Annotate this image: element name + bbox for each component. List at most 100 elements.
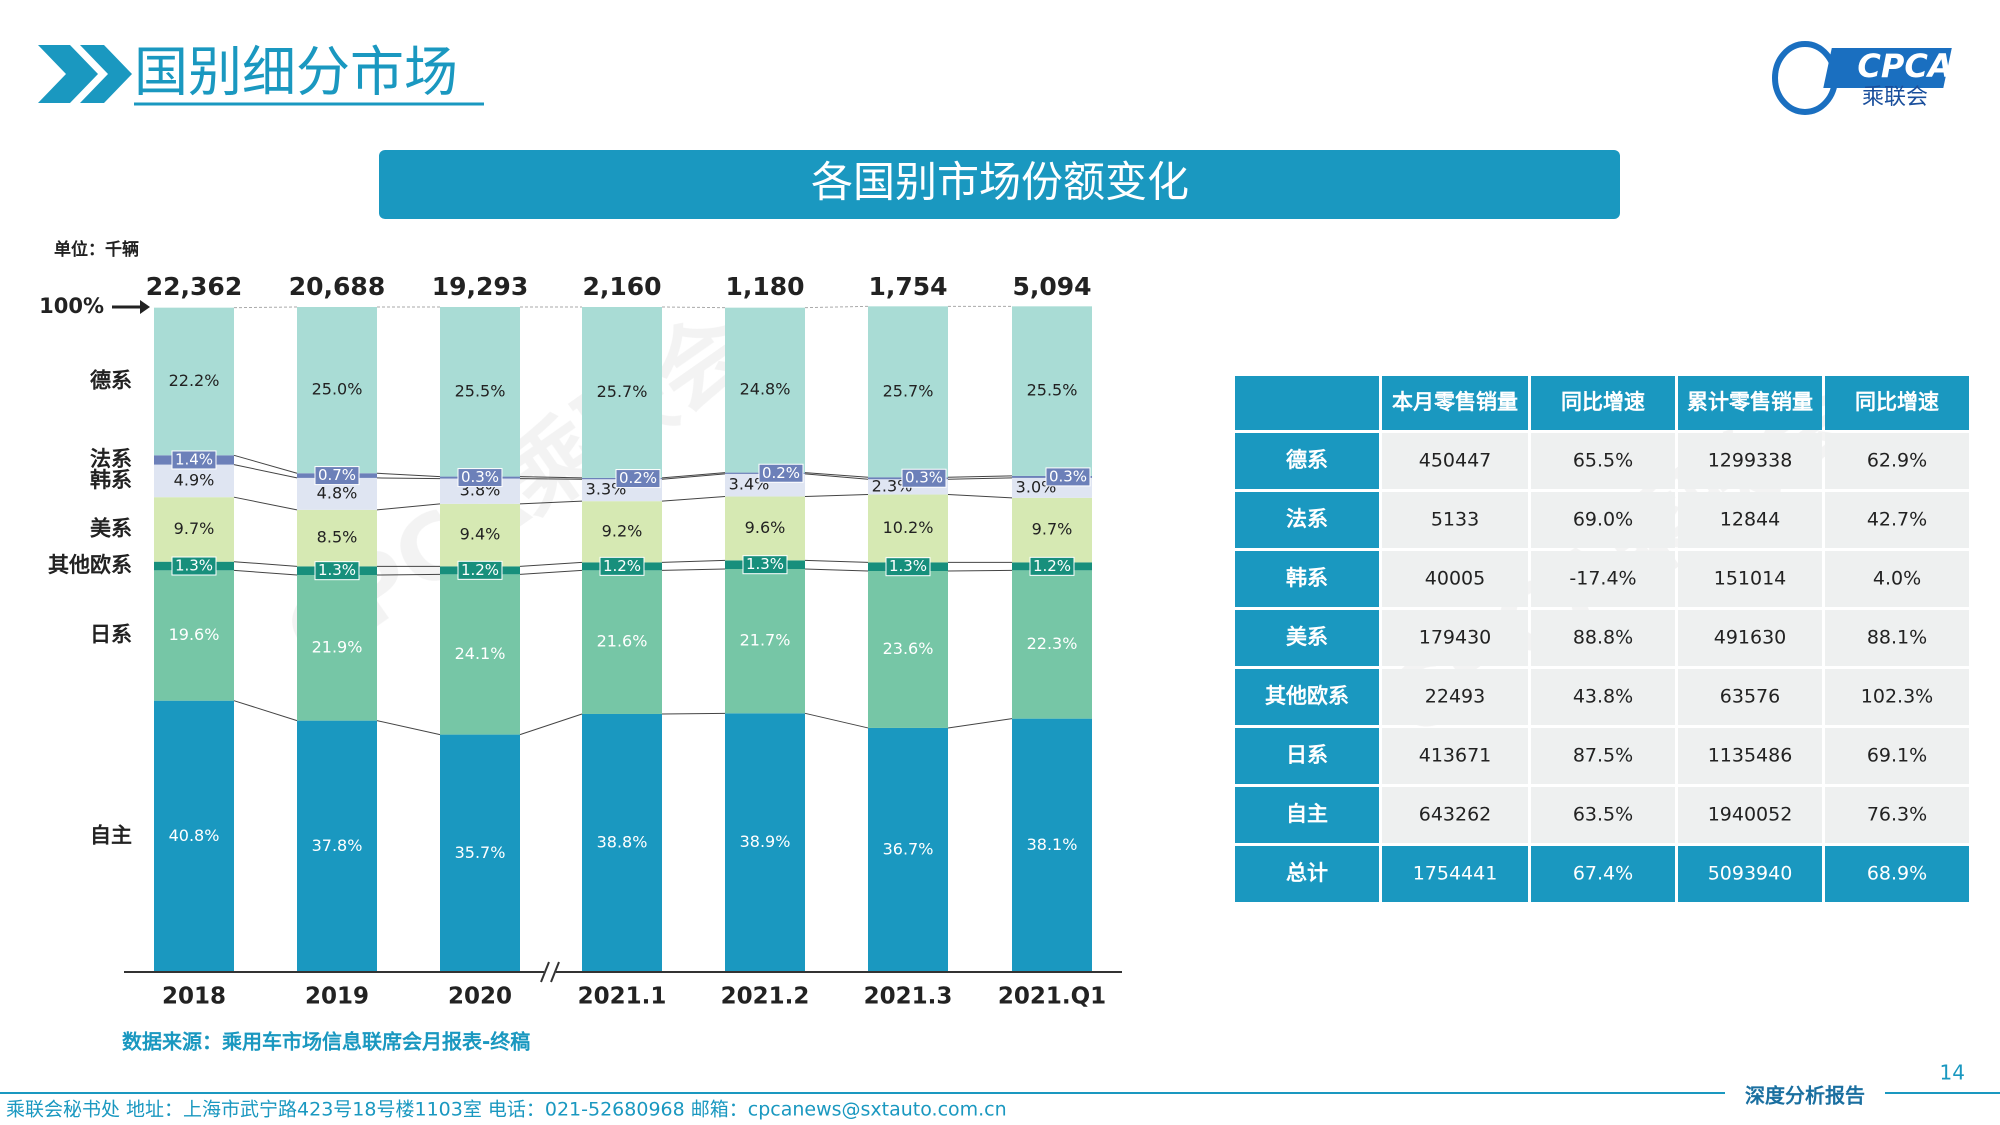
- connector: [233, 561, 298, 567]
- table-cell-text: 151014: [1714, 568, 1787, 590]
- table-cell: [1825, 610, 1969, 666]
- badge: [615, 469, 661, 489]
- table-cell-text: 63.5%: [1573, 804, 1633, 826]
- connector: [233, 496, 298, 511]
- bar-segment: [582, 501, 662, 563]
- bar-segment: [582, 570, 662, 714]
- bar-segment: [154, 307, 234, 456]
- badge: [599, 556, 645, 576]
- unit-label: 单位：千辆: [54, 239, 139, 260]
- table-cell-text: 179430: [1419, 627, 1492, 649]
- segment-label: 25.7%: [883, 381, 934, 400]
- segment-label: 19.6%: [169, 625, 220, 644]
- table-row-head: [1235, 846, 1379, 902]
- table-cell-text: 5093940: [1708, 863, 1793, 885]
- table-cell: [1825, 551, 1969, 607]
- table-cell: [1678, 846, 1822, 902]
- table-cell-text: 40005: [1425, 568, 1485, 590]
- table-row-head: [1235, 610, 1379, 666]
- bar-segment: [297, 720, 377, 972]
- table-row-head: [1235, 787, 1379, 843]
- logo-name: CPCA: [1857, 47, 1952, 85]
- table-cell-text: 1754441: [1413, 863, 1498, 885]
- segment-label: 1.3%: [889, 557, 927, 575]
- segment-label: 1.3%: [318, 561, 356, 579]
- connector: [233, 454, 298, 474]
- segment-label: 21.7%: [740, 631, 791, 650]
- table-row-head: [1235, 551, 1379, 607]
- connector: [661, 306, 726, 309]
- series-name: 德系: [90, 368, 132, 392]
- x-tick-label: 2018: [162, 984, 226, 1010]
- bar-segment: [582, 713, 662, 972]
- table-cell: [1382, 787, 1528, 843]
- table-cell: [1382, 433, 1528, 489]
- table-cell: [1678, 433, 1822, 489]
- segment-label: 22.2%: [169, 371, 220, 390]
- table-cell-text: 5133: [1431, 509, 1479, 531]
- bar-segment: [1012, 570, 1092, 719]
- table-cell-text: 43.8%: [1573, 686, 1633, 708]
- table-cell: [1825, 787, 1969, 843]
- segment-label: 0.2%: [762, 464, 800, 482]
- total-label: 1,754: [868, 272, 947, 301]
- segment-label: 0.3%: [905, 469, 943, 487]
- table-cell-text: 68.9%: [1867, 863, 1927, 885]
- table-row-head: [1235, 433, 1379, 489]
- connector: [804, 559, 869, 563]
- connector: [804, 305, 869, 309]
- table-cell-text: 1135486: [1708, 745, 1793, 767]
- chevron: [80, 45, 132, 103]
- connector: [519, 478, 583, 480]
- bar-segment: [725, 569, 805, 714]
- footer-report: 深度分析报告: [1745, 1084, 1865, 1108]
- table-header-cell: [1235, 376, 1379, 430]
- badge: [457, 468, 503, 488]
- segment-label: 9.7%: [174, 519, 215, 538]
- table-cell: [1531, 846, 1675, 902]
- segment-label: 1.4%: [175, 450, 213, 468]
- segment-label: 22.3%: [1027, 634, 1078, 653]
- table-cell: [1531, 492, 1675, 548]
- bar-segment: [440, 503, 520, 567]
- connector: [233, 306, 298, 309]
- bar-segment: [725, 713, 805, 972]
- arrow-head: [140, 300, 150, 314]
- table-cell: [1382, 846, 1528, 902]
- connector: [804, 494, 869, 498]
- table-cell: [1825, 728, 1969, 784]
- connector: [519, 561, 583, 567]
- connector: [661, 473, 726, 480]
- table-header-cell: [1531, 376, 1675, 430]
- segment-label: 9.2%: [602, 521, 643, 540]
- table-cell: [1678, 669, 1822, 725]
- connector: [233, 569, 298, 576]
- connector: [233, 464, 298, 479]
- table-cell: [1531, 728, 1675, 784]
- table-cell-text: 450447: [1419, 450, 1492, 472]
- badge: [171, 450, 217, 470]
- axis-break: [550, 961, 560, 983]
- page-title: 国别细分市场: [134, 41, 458, 104]
- footer-contact: 乘联会秘书处 地址：上海市武宁路423号18号楼1103室 电话：021-526…: [6, 1099, 1007, 1121]
- segment-label: 25.5%: [1027, 381, 1078, 400]
- table-cell: [1678, 492, 1822, 548]
- page-number: 14: [1940, 1061, 1965, 1085]
- table-cell: [1531, 669, 1675, 725]
- bar-segment: [1012, 718, 1092, 972]
- table-cell-text: 102.3%: [1861, 686, 1933, 708]
- connector: [519, 569, 583, 575]
- table-header-cell: [1825, 376, 1969, 430]
- connector: [376, 477, 441, 480]
- table-cell: [1382, 492, 1528, 548]
- x-tick-label: 2021.Q1: [998, 984, 1106, 1010]
- connector: [661, 712, 726, 715]
- x-tick-label: 2021.3: [864, 984, 953, 1010]
- table-cell-text: 67.4%: [1573, 863, 1633, 885]
- connector: [519, 476, 583, 479]
- connector: [233, 700, 298, 722]
- segment-label: 38.1%: [1027, 835, 1078, 854]
- table-cell-text: 22493: [1425, 686, 1485, 708]
